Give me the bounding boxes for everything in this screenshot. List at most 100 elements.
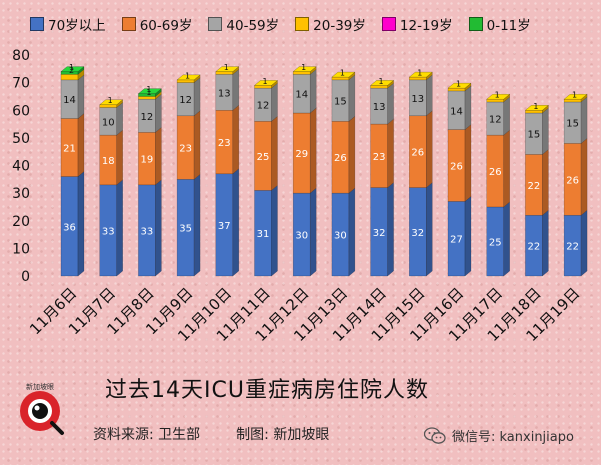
bar-side: [193, 110, 201, 180]
y-tick-label: 20: [12, 214, 30, 230]
legend-swatch: [468, 17, 483, 31]
bar-side: [155, 93, 162, 133]
bar-side: [155, 179, 162, 277]
segment-label: 32: [373, 228, 386, 239]
segment-label: 14: [63, 95, 76, 106]
bar-side: [542, 107, 549, 155]
legend-item: 70岁以上: [30, 14, 106, 34]
segment-label: 13: [411, 94, 424, 105]
segment-label: 1: [262, 77, 267, 86]
bar-side: [464, 195, 472, 277]
legend-label: 40-59岁: [226, 18, 280, 34]
segment-label: 13: [373, 102, 386, 113]
bar-side: [387, 82, 394, 125]
legend-label: 70岁以上: [48, 18, 106, 34]
legend-item: 12-19岁: [381, 14, 453, 34]
segment-label: 22: [528, 242, 541, 253]
segment-label: 12: [489, 115, 502, 126]
wechat-text: 微信号: kanxinjiapo: [452, 430, 574, 445]
bar-side: [464, 124, 472, 202]
bar-side: [580, 209, 588, 277]
y-tick-label: 70: [12, 76, 30, 92]
bar-side: [309, 107, 317, 194]
bar-top: [331, 71, 356, 78]
bar-side: [116, 179, 123, 277]
y-tick-label: 30: [12, 186, 30, 202]
bar-top: [408, 71, 433, 78]
bar-top: [486, 93, 511, 100]
bar-side: [503, 96, 510, 136]
segment-label: 1: [495, 91, 500, 100]
legend-item: 40-59岁: [208, 14, 279, 34]
bar-side: [542, 148, 549, 216]
chart-legend: 70岁以上 60-69岁 40-59岁 20-39岁 12-19岁 0-11岁: [30, 14, 531, 34]
segment-label: 22: [566, 242, 579, 253]
legend-item: 20-39岁: [295, 14, 366, 34]
segment-label: 26: [334, 153, 347, 164]
segment-label: 1: [340, 69, 345, 78]
legend-item: 60-69岁: [121, 14, 193, 34]
footer-source-line: 资料来源: 卫生部 制图: 新加坡眼: [93, 424, 329, 444]
segment-label: 13: [218, 88, 231, 99]
segment-label: 1: [108, 96, 113, 105]
bar-top: [292, 66, 317, 72]
segment-label: 30: [295, 231, 308, 242]
segment-label: 1: [417, 69, 422, 78]
bar-side: [464, 85, 472, 131]
bar-side: [348, 187, 356, 277]
segment-label: 1: [146, 88, 151, 97]
source-text: 资料来源: 卫生部: [93, 427, 201, 443]
credit-text: 制图: 新加坡眼: [236, 427, 330, 443]
segment-label: 15: [334, 97, 347, 108]
bar-top: [253, 80, 279, 86]
bar-side: [155, 126, 162, 186]
segment-label: 1: [69, 63, 74, 72]
bar-side: [116, 101, 123, 136]
segment-label: 12: [141, 112, 154, 123]
bar-side: [77, 171, 85, 277]
bar-side: [580, 96, 588, 144]
segment-label: 1: [146, 85, 151, 94]
segment-label: 1: [456, 80, 461, 89]
bar-top: [563, 93, 588, 100]
bar-top: [60, 66, 85, 72]
bar-segment: [60, 74, 79, 81]
segment-label: 23: [218, 138, 231, 149]
segment-label: 35: [179, 224, 192, 235]
segment-label: 12: [257, 101, 270, 112]
bar-side: [542, 209, 549, 277]
bar-top: [215, 66, 240, 72]
legend-label: 0-11岁: [486, 18, 531, 34]
segment-label: 10: [102, 117, 115, 128]
bar-side: [271, 184, 278, 277]
segment-label: 1: [224, 63, 229, 72]
legend-swatch: [381, 17, 396, 31]
segment-label: 26: [450, 162, 463, 173]
bar-side: [271, 115, 278, 191]
bar-top: [524, 105, 550, 111]
bar-side: [309, 187, 317, 277]
bar-side: [309, 68, 317, 114]
bar-side: [232, 168, 240, 277]
legend-label: 60-69岁: [139, 18, 193, 34]
bar-side: [387, 182, 394, 277]
segment-label: 15: [528, 130, 541, 141]
bar-side: [348, 74, 356, 122]
segment-label: 27: [450, 235, 463, 246]
stacked-bar-chart: 010203040506070803621142111月6日331810111月…: [12, 48, 588, 345]
segment-label: 1: [301, 63, 306, 72]
bar-side: [77, 74, 85, 120]
segment-label: 22: [528, 181, 541, 192]
segment-label: 33: [141, 226, 154, 237]
bar-side: [77, 113, 85, 178]
segment-label: 2: [69, 66, 74, 75]
bar-side: [503, 201, 510, 277]
legend-swatch: [295, 17, 310, 31]
segment-label: 15: [566, 119, 579, 130]
segment-label: 30: [334, 231, 347, 242]
wechat-icon: [424, 426, 446, 444]
segment-label: 32: [411, 228, 424, 239]
segment-label: 23: [179, 144, 192, 155]
bar-side: [426, 110, 433, 189]
segment-label: 26: [566, 175, 579, 186]
